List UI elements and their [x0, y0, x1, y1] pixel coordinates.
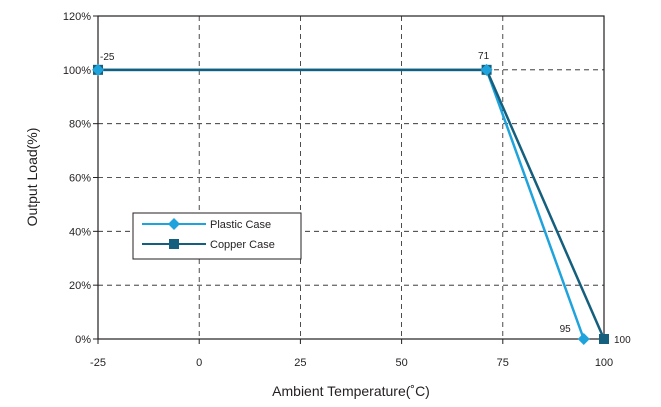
y-tick-label: 80%: [69, 119, 91, 131]
legend-marker-copper: [169, 239, 179, 249]
legend: Plastic Case Copper Case: [132, 212, 302, 260]
x-axis-ticks: -25 0 25 50 75 100: [90, 339, 613, 369]
y-tick-label: 40%: [69, 226, 91, 238]
legend-label-plastic: Plastic Case: [210, 219, 271, 231]
y-tick-label: 0%: [75, 334, 91, 346]
data-point-plastic: [480, 63, 493, 76]
x-tick-label: 25: [294, 357, 306, 369]
series-lines: [98, 68, 606, 340]
legend-label-copper: Copper Case: [210, 239, 275, 251]
x-tick-label: -25: [90, 357, 106, 369]
x-tick-label: 100: [595, 357, 613, 369]
grid: [98, 16, 604, 339]
data-point-copper: [599, 334, 609, 344]
series-line-copper: [98, 68, 606, 340]
y-tick-label: 120%: [63, 11, 91, 23]
y-tick-label: 100%: [63, 65, 91, 77]
data-point-plastic: [577, 333, 590, 345]
series-line-plastic: [98, 68, 585, 340]
point-annotations: -25 71 95 100: [100, 51, 631, 346]
x-tick-label: 75: [497, 357, 509, 369]
series-markers: [92, 63, 609, 345]
x-tick-label: 0: [196, 357, 202, 369]
legend-marker-plastic: [168, 218, 180, 230]
point-annotation: 100: [614, 335, 631, 346]
y-axis-ticks: 0% 20% 40% 60% 80% 100% 120%: [63, 11, 98, 346]
data-point-plastic: [92, 63, 104, 76]
point-annotation: 95: [560, 324, 572, 335]
legend-box: [132, 212, 302, 260]
y-tick-label: 60%: [69, 173, 91, 185]
point-annotation: 71: [478, 51, 490, 62]
y-axis-title: Output Load(%): [24, 128, 40, 227]
y-tick-label: 20%: [69, 280, 91, 292]
point-annotation: -25: [100, 52, 115, 63]
x-tick-label: 50: [395, 357, 407, 369]
x-axis-title: Ambient Temperature(˚C): [272, 383, 430, 399]
